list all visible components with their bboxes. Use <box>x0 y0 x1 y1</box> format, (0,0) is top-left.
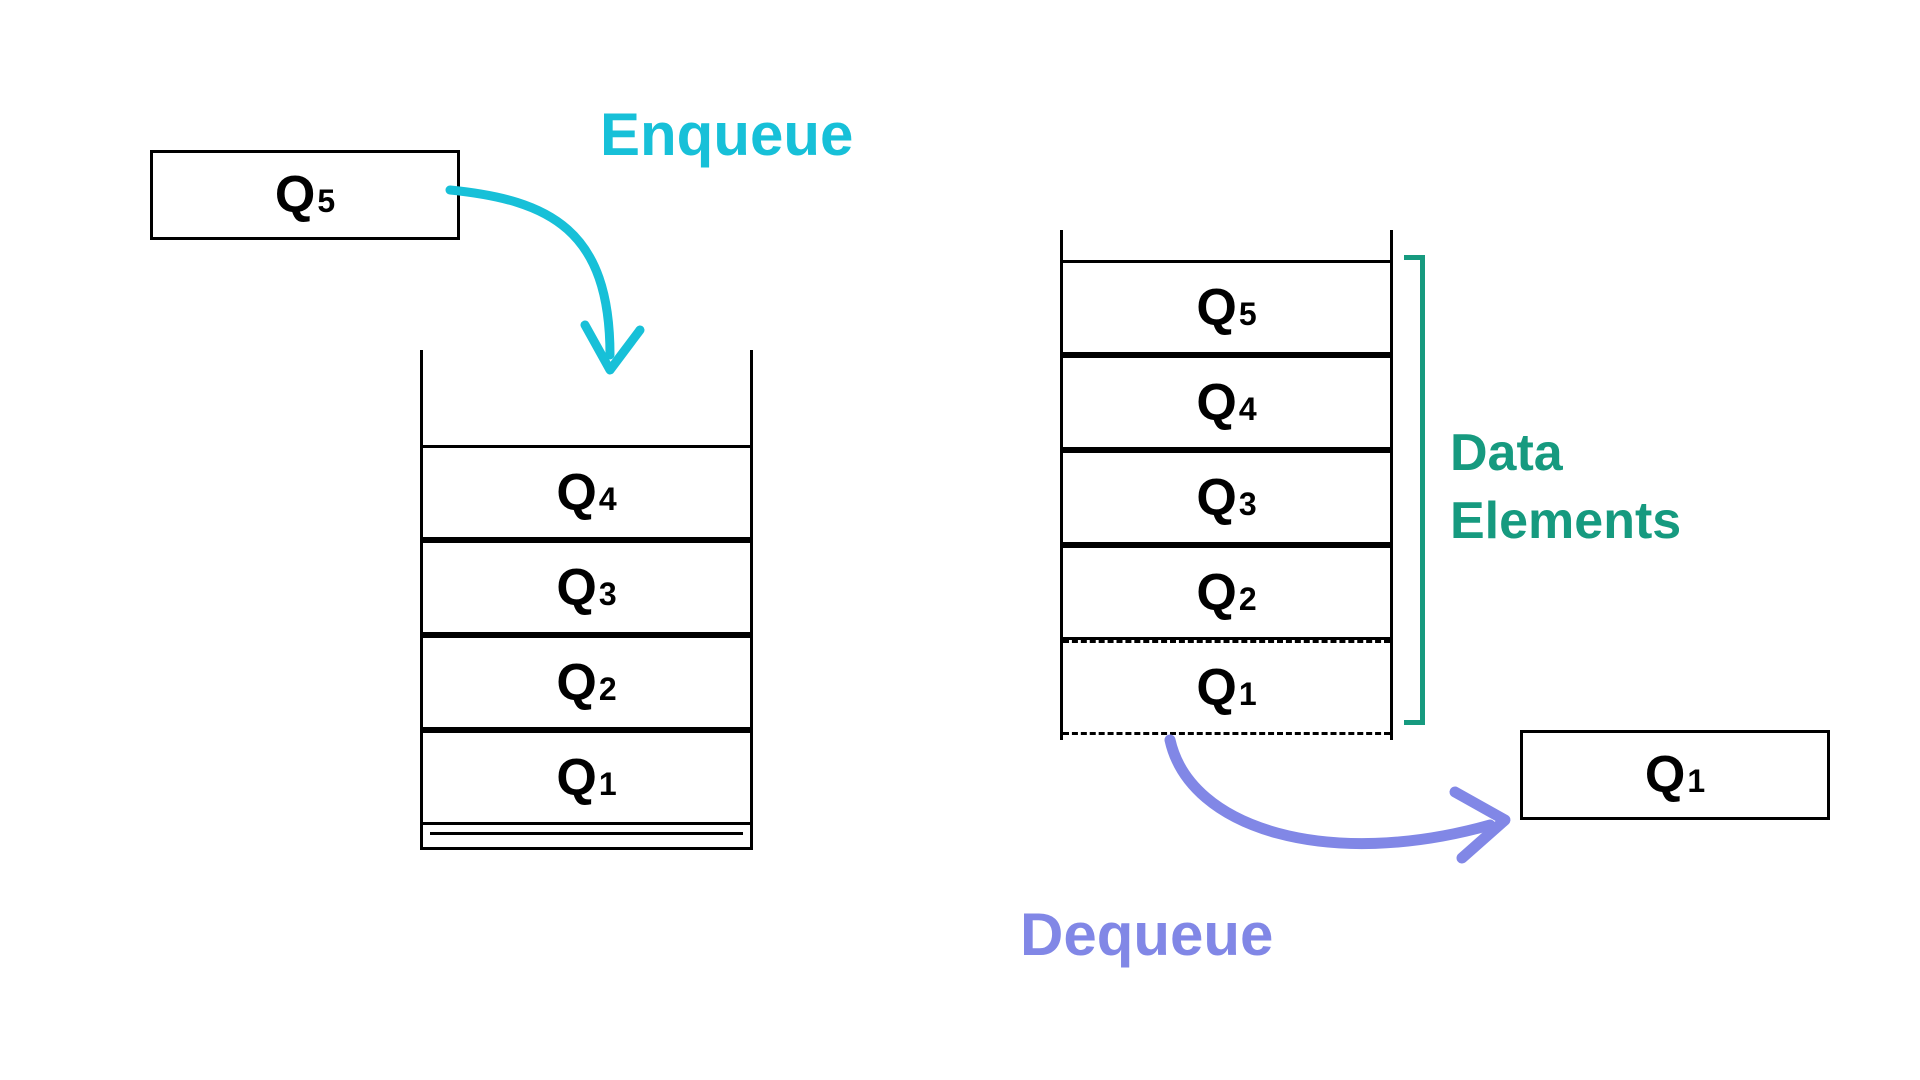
left-cell-q2-label: Q 2 <box>556 653 616 713</box>
right-cell-q2: Q 2 <box>1063 545 1390 640</box>
right-cell-q4: Q 4 <box>1063 355 1390 450</box>
right-cell-q1-label: Q 1 <box>1196 658 1256 718</box>
left-cell-q3-label: Q 3 <box>556 558 616 618</box>
right-cell-q1-dashed: Q 1 <box>1063 640 1390 735</box>
left-stack-base-inner <box>430 832 743 835</box>
dequeue-outgoing-box: Q 1 <box>1520 730 1830 820</box>
data-elements-bracket-top <box>1404 255 1425 260</box>
left-cell-q4-label: Q 4 <box>556 463 616 523</box>
dequeue-label: Dequeue <box>1020 900 1273 969</box>
right-cell-q4-label: Q 4 <box>1196 373 1256 433</box>
right-cell-q3-label: Q 3 <box>1196 468 1256 528</box>
data-elements-bracket-vline <box>1420 255 1425 725</box>
data-elements-bracket-bottom <box>1404 720 1425 725</box>
left-stack-base <box>420 847 753 850</box>
enqueue-arrow-icon <box>440 170 700 390</box>
right-cell-q5-label: Q 5 <box>1196 278 1256 338</box>
dequeue-outgoing-label: Q 1 <box>1645 745 1705 805</box>
dequeue-arrow-icon <box>1150 730 1530 910</box>
enqueue-incoming-label: Q 5 <box>275 165 335 225</box>
left-cell-q1: Q 1 <box>423 730 750 825</box>
enqueue-incoming-box: Q 5 <box>150 150 460 240</box>
right-cell-q3: Q 3 <box>1063 450 1390 545</box>
left-cell-q2: Q 2 <box>423 635 750 730</box>
data-elements-label: Data Elements <box>1450 420 1681 555</box>
queue-diagram: Q 5 Enqueue Q 4 Q 3 Q 2 Q 1 <box>0 0 1920 1080</box>
right-cell-q2-label: Q 2 <box>1196 563 1256 623</box>
left-cell-q4: Q 4 <box>423 445 750 540</box>
right-stack-wall-right <box>1390 230 1393 740</box>
left-stack-wall-right <box>750 350 753 850</box>
right-cell-q5: Q 5 <box>1063 260 1390 355</box>
left-cell-q1-label: Q 1 <box>556 748 616 808</box>
left-cell-q3: Q 3 <box>423 540 750 635</box>
enqueue-label: Enqueue <box>600 100 853 169</box>
